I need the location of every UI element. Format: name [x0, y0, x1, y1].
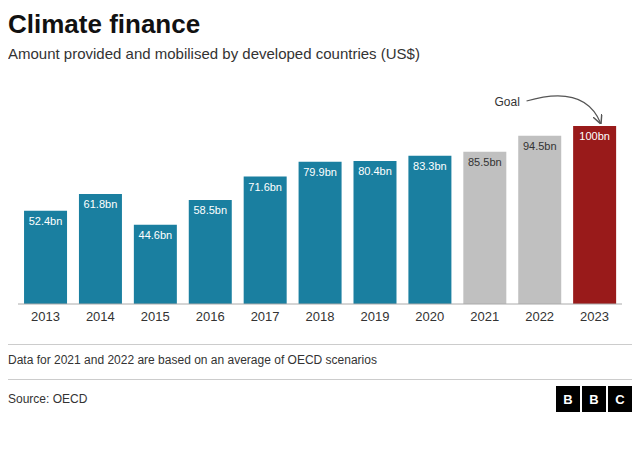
svg-text:79.9bn: 79.9bn [303, 166, 337, 178]
svg-text:2015: 2015 [141, 309, 170, 324]
svg-text:2013: 2013 [31, 309, 60, 324]
html-text:B: B [563, 391, 573, 407]
svg-text:61.8bn: 61.8bn [84, 198, 118, 210]
svg-text:80.4bn: 80.4bn [358, 165, 392, 177]
svg-text:52.4bn: 52.4bn [29, 215, 63, 227]
svg-text:85.5bn: 85.5bn [468, 156, 502, 168]
svg-text:Goal: Goal [495, 95, 520, 109]
svg-text:2017: 2017 [251, 309, 280, 324]
html-text:Amount provided and mobilised: Amount provided and mobilised by develop… [8, 45, 420, 62]
svg-text:100bn: 100bn [579, 130, 610, 142]
svg-text:58.5bn: 58.5bn [193, 204, 227, 216]
html-text:B: B [589, 391, 599, 407]
svg-text:83.3bn: 83.3bn [413, 160, 447, 172]
html-text:Source: OECD: Source: OECD [8, 392, 88, 406]
svg-text:2019: 2019 [360, 309, 389, 324]
html-text:C: C [615, 391, 625, 407]
svg-text:2016: 2016 [196, 309, 225, 324]
svg-text:2020: 2020 [415, 309, 444, 324]
svg-text:94.5bn: 94.5bn [523, 140, 557, 152]
svg-text:2014: 2014 [86, 309, 115, 324]
html-text:Climate finance: Climate finance [8, 9, 201, 39]
html-text:Data for 2021 and 2022 are bas: Data for 2021 and 2022 are based on an a… [8, 353, 377, 367]
svg-text:2022: 2022 [525, 309, 554, 324]
svg-text:2021: 2021 [470, 309, 499, 324]
svg-text:71.6bn: 71.6bn [248, 181, 282, 193]
svg-text:44.6bn: 44.6bn [139, 229, 173, 241]
svg-text:2023: 2023 [580, 309, 609, 324]
svg-text:2018: 2018 [306, 309, 335, 324]
